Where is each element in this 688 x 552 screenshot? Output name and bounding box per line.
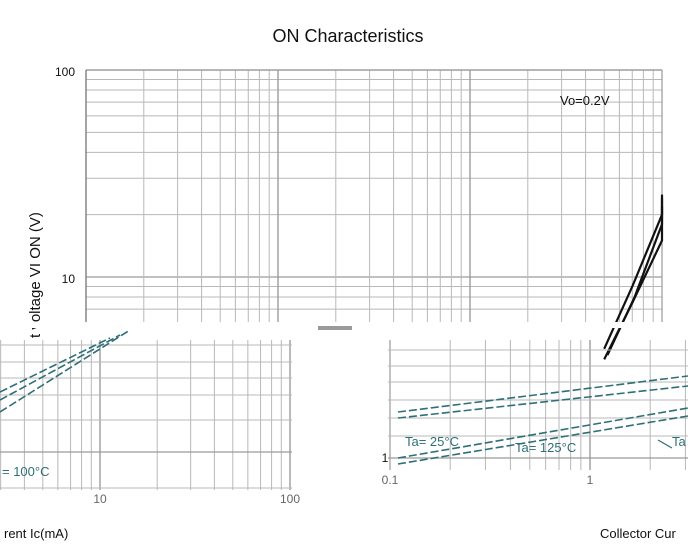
main-plot-area bbox=[86, 70, 662, 325]
main-grid bbox=[85, 69, 663, 325]
right-annotation-25c: Ta= 25°C bbox=[405, 434, 459, 449]
left-series-line-2 bbox=[0, 334, 121, 401]
chart-title: ON Characteristics bbox=[272, 26, 423, 46]
left-series-line-1 bbox=[0, 329, 131, 413]
left-panel: = 100°C 10 100 rent Ic(mA) bbox=[0, 329, 300, 541]
right-panel: Ta= 25°C Ta= 125°C Ta 1 0.1 1 Collector … bbox=[382, 340, 688, 541]
right-series-line-2 bbox=[397, 385, 688, 419]
left-x-axis-label: rent Ic(mA) bbox=[4, 526, 68, 541]
y-tick-100: 100 bbox=[55, 65, 75, 79]
y-tick-10: 10 bbox=[62, 272, 76, 286]
right-x-axis-label: Collector Cur bbox=[600, 526, 677, 541]
left-x-tick-100: 100 bbox=[280, 492, 300, 506]
right-leader-line bbox=[657, 439, 673, 449]
right-curves bbox=[397, 375, 688, 465]
right-series-line-3 bbox=[397, 407, 688, 459]
main-series-line-3 bbox=[603, 206, 664, 360]
right-annotation-125c: Ta= 125°C bbox=[515, 440, 576, 455]
y-axis-label: t voltage VI ON (V) bbox=[27, 212, 44, 338]
left-annotation-100c: = 100°C bbox=[2, 464, 49, 479]
right-series-line-1 bbox=[397, 375, 688, 413]
vo-annotation: Vo=0.2V bbox=[560, 93, 610, 108]
main-chart: ON Characteristics 100 10 t voltage VI O… bbox=[27, 26, 664, 360]
right-y-tick-1: 1 bbox=[382, 451, 389, 465]
left-curves bbox=[0, 329, 131, 413]
right-x-tick-1: 1 bbox=[587, 473, 594, 487]
band-fragment bbox=[318, 326, 352, 330]
right-annotation-ta: Ta bbox=[672, 434, 687, 449]
left-series-line-3 bbox=[0, 337, 111, 393]
right-series-line-4 bbox=[397, 415, 688, 465]
left-grid bbox=[0, 340, 292, 490]
left-x-tick-10: 10 bbox=[93, 492, 107, 506]
glitch-band bbox=[0, 322, 688, 330]
right-x-tick-0-1: 0.1 bbox=[382, 473, 399, 487]
band-mask bbox=[0, 322, 688, 328]
